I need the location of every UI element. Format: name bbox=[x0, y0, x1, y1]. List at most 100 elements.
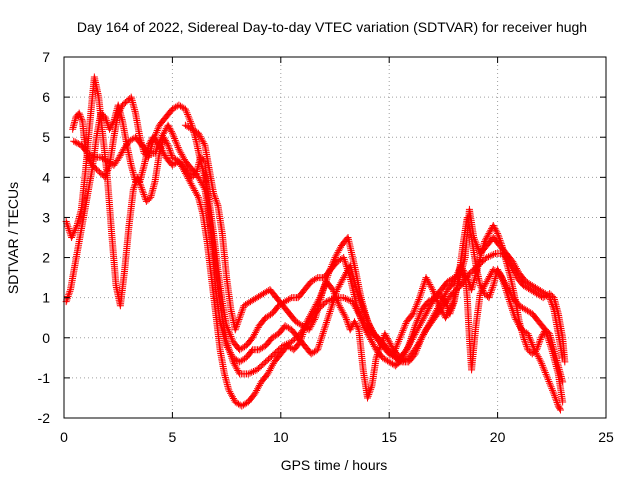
data-point bbox=[109, 119, 117, 127]
data-point bbox=[326, 308, 334, 316]
data-point bbox=[153, 127, 161, 135]
data-point bbox=[547, 342, 555, 350]
data-point bbox=[547, 383, 555, 391]
data-point bbox=[168, 129, 176, 137]
data-point bbox=[408, 333, 416, 341]
data-point bbox=[71, 227, 79, 235]
data-point bbox=[173, 142, 181, 150]
data-point bbox=[400, 323, 408, 331]
data-point bbox=[411, 350, 419, 358]
x-tick-label: 5 bbox=[169, 429, 177, 445]
data-point bbox=[546, 294, 554, 302]
data-point bbox=[351, 319, 359, 327]
data-point bbox=[343, 317, 351, 325]
data-point bbox=[408, 311, 416, 319]
data-point bbox=[165, 145, 173, 153]
axes bbox=[63, 56, 607, 419]
x-tick-label: 20 bbox=[490, 429, 506, 445]
data-point bbox=[286, 295, 294, 303]
data-point bbox=[386, 339, 394, 347]
data-point bbox=[167, 148, 175, 156]
data-point bbox=[411, 324, 419, 332]
data-point bbox=[353, 323, 361, 331]
data-point bbox=[246, 369, 254, 377]
data-point bbox=[551, 392, 559, 400]
data-point bbox=[104, 165, 112, 173]
data-point bbox=[104, 166, 112, 174]
data-point bbox=[228, 334, 236, 342]
data-point bbox=[341, 259, 349, 267]
data-point bbox=[420, 281, 428, 289]
data-point bbox=[495, 233, 503, 241]
data-point bbox=[402, 320, 410, 328]
data-point bbox=[428, 284, 436, 292]
data-point bbox=[413, 301, 421, 309]
data-point bbox=[390, 348, 398, 356]
data-point bbox=[470, 234, 478, 241]
data-point bbox=[224, 325, 232, 333]
data-point bbox=[535, 339, 543, 347]
data-point bbox=[335, 300, 343, 308]
plot-frame bbox=[63, 56, 607, 419]
data-point bbox=[249, 367, 257, 375]
data-point bbox=[490, 223, 498, 231]
data-point bbox=[522, 341, 530, 349]
data-point bbox=[102, 172, 110, 180]
data-point bbox=[330, 295, 338, 303]
data-point bbox=[323, 318, 331, 326]
data-point bbox=[164, 121, 172, 129]
data-point bbox=[395, 337, 403, 345]
data-point bbox=[542, 370, 550, 378]
data-point bbox=[351, 318, 359, 326]
data-point bbox=[547, 297, 555, 305]
data-point bbox=[166, 124, 174, 132]
data-point bbox=[167, 126, 175, 134]
data-point bbox=[171, 135, 179, 143]
data-point bbox=[539, 331, 547, 339]
data-point bbox=[181, 105, 189, 113]
data-point bbox=[311, 315, 319, 323]
data-point bbox=[548, 385, 556, 393]
data-point bbox=[65, 289, 73, 297]
data-point bbox=[409, 327, 417, 335]
data-point bbox=[75, 109, 83, 117]
data-point bbox=[410, 306, 418, 314]
data-point bbox=[442, 299, 450, 307]
data-point bbox=[321, 324, 329, 332]
data-point bbox=[78, 116, 86, 124]
data-point bbox=[489, 283, 497, 291]
data-point bbox=[405, 342, 413, 350]
data-point bbox=[317, 335, 325, 343]
data-point bbox=[486, 292, 494, 300]
y-tick-label: -2 bbox=[38, 410, 51, 426]
data-point bbox=[138, 185, 146, 193]
data-point bbox=[320, 282, 328, 290]
data-point bbox=[536, 356, 544, 364]
data-point bbox=[65, 291, 73, 299]
data-point bbox=[490, 250, 498, 258]
data-point bbox=[182, 107, 190, 115]
data-point bbox=[449, 279, 457, 287]
data-point bbox=[520, 335, 528, 343]
data-point bbox=[526, 335, 534, 343]
data-point bbox=[413, 316, 421, 324]
data-point bbox=[548, 301, 556, 309]
data-point bbox=[342, 314, 350, 322]
data-point bbox=[163, 140, 171, 148]
data-point bbox=[410, 325, 418, 333]
data-point bbox=[491, 225, 499, 233]
data-point bbox=[102, 117, 110, 125]
data-point bbox=[329, 259, 337, 267]
data-point bbox=[64, 223, 72, 231]
data-point bbox=[210, 189, 218, 197]
data-point bbox=[332, 289, 340, 297]
data-point bbox=[417, 336, 425, 344]
data-point bbox=[327, 264, 335, 272]
data-point bbox=[319, 288, 327, 296]
data-point bbox=[354, 324, 362, 332]
data-point bbox=[341, 312, 349, 320]
data-point bbox=[398, 328, 406, 336]
data-point bbox=[160, 133, 168, 141]
data-point bbox=[321, 281, 329, 289]
data-point bbox=[129, 185, 137, 193]
